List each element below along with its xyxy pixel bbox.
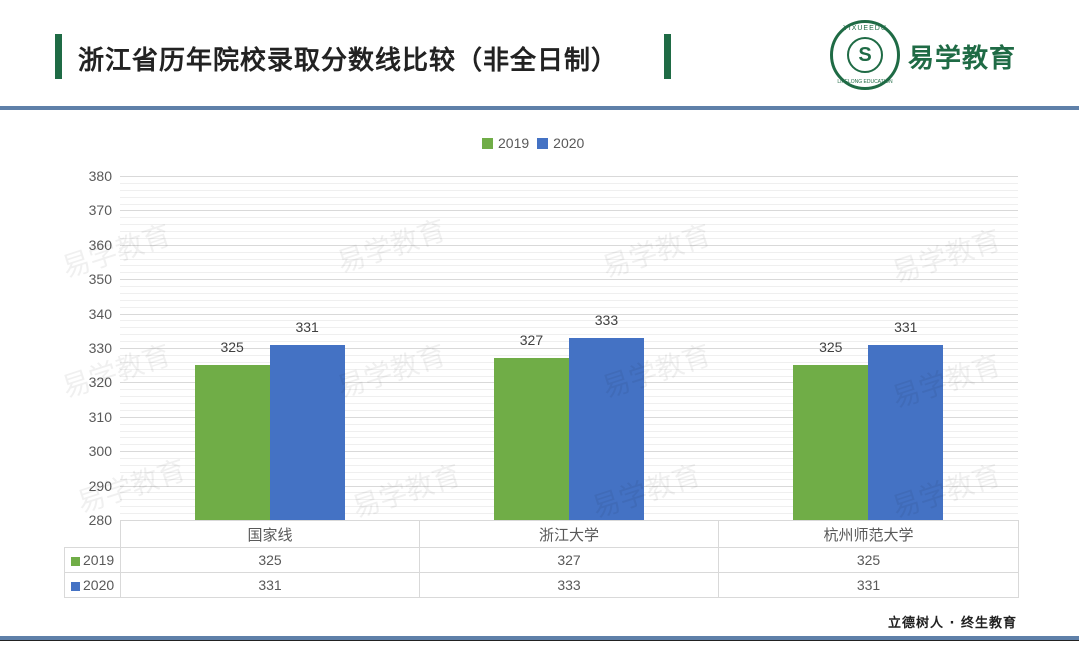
row-label-text: 2020 [83, 577, 115, 593]
y-axis-tick-label: 310 [88, 408, 112, 425]
minor-gridline [120, 231, 1018, 232]
footer-divider [0, 636, 1079, 640]
legend-key-green [71, 556, 80, 566]
major-gridline [120, 245, 1018, 246]
table-header-cell: 浙江大学 [419, 520, 719, 548]
bar-data-label: 333 [594, 311, 619, 328]
legend-key-blue [71, 581, 80, 591]
watermark-text: 易学教育 [888, 223, 1005, 290]
bar-2019 [194, 365, 270, 520]
data-table: 国家线 浙江大学 杭州师范大学 2019 325 327 325 2020 33… [64, 520, 1019, 598]
legend-label: 2019 [498, 135, 530, 151]
y-axis-tick-label: 350 [88, 271, 112, 288]
y-axis-tick-label: 380 [88, 168, 112, 184]
slide-header: 浙江省历年院校录取分数线比较（非全日制） YIXUEEDU S LIFELONG… [0, 0, 1079, 106]
major-gridline [120, 279, 1018, 280]
y-axis-tick-label: 340 [88, 305, 112, 322]
logo-bottom-text: LIFELONG EDUCATION [837, 79, 893, 85]
table-header-cell: 国家线 [120, 520, 420, 548]
table-cell: 331 [120, 572, 420, 598]
bar-2019 [493, 358, 569, 520]
bar-data-label: 331 [295, 318, 319, 335]
bar-2020 [568, 337, 644, 520]
minor-gridline [120, 327, 1018, 328]
legend-swatch-blue [537, 137, 549, 149]
y-axis-tick-label: 330 [88, 340, 112, 356]
major-gridline [120, 314, 1018, 315]
logo-icon: YIXUEEDU S LIFELONG EDUCATION [830, 20, 900, 90]
major-gridline [120, 210, 1018, 211]
header-divider [0, 106, 1079, 110]
minor-gridline [120, 307, 1018, 308]
bar-2019 [793, 365, 869, 520]
minor-gridline [120, 286, 1018, 287]
chart-legend: 2019 2020 [482, 135, 592, 151]
minor-gridline [120, 183, 1018, 184]
legend-item-2020: 2020 [537, 135, 584, 151]
y-axis-tick-label: 320 [88, 374, 112, 391]
bar-data-label: 325 [220, 339, 244, 356]
title-accent-bar-right [664, 34, 671, 79]
footer-slogan: 立德树人 · 终生教育 [888, 616, 1017, 631]
footer-edge [0, 640, 1079, 647]
table-corner [64, 520, 121, 548]
legend-swatch-green [482, 137, 493, 149]
minor-gridline [120, 252, 1018, 253]
bar-data-label: 327 [519, 332, 544, 349]
major-gridline [120, 176, 1018, 177]
minor-gridline [120, 272, 1018, 273]
minor-gridline [120, 190, 1018, 191]
minor-gridline [120, 238, 1018, 239]
row-label-text: 2019 [83, 552, 115, 568]
book-icon: S [847, 37, 883, 73]
table-header-cell: 杭州师范大学 [718, 520, 1019, 548]
minor-gridline [120, 217, 1018, 218]
legend-item-2019: 2019 [482, 135, 529, 151]
brand-name: 易学教育 [908, 44, 1017, 74]
minor-gridline [120, 320, 1018, 321]
y-axis-tick-label: 370 [88, 202, 112, 219]
bar-2020 [269, 344, 345, 520]
page-title: 浙江省历年院校录取分数线比较（非全日制） [78, 46, 619, 76]
logo-ring-text: YIXUEEDU [843, 25, 887, 32]
minor-gridline [120, 334, 1018, 335]
minor-gridline [120, 204, 1018, 205]
y-axis-tick-label: 300 [88, 443, 112, 460]
table-row: 2019 325 327 325 [64, 547, 1019, 573]
minor-gridline [120, 300, 1018, 301]
legend-label: 2020 [553, 135, 585, 151]
minor-gridline [120, 224, 1018, 225]
bar-2020 [868, 344, 944, 520]
y-axis-tick-label: 360 [88, 236, 112, 253]
table-cell: 333 [419, 572, 719, 598]
title-accent-bar-left [55, 34, 62, 79]
minor-gridline [120, 293, 1018, 294]
minor-gridline [120, 197, 1018, 198]
table-row: 2020 331 333 331 [64, 572, 1019, 598]
bar-data-label: 331 [894, 318, 918, 335]
table-cell: 327 [419, 547, 719, 573]
y-axis-tick-label: 290 [88, 477, 112, 494]
table-row-label: 2020 [64, 572, 121, 598]
minor-gridline [120, 259, 1018, 260]
table-cell: 325 [718, 547, 1019, 573]
table-cell: 331 [718, 572, 1019, 598]
bar-data-label: 325 [819, 339, 843, 356]
table-cell: 325 [120, 547, 420, 573]
table-row-label: 2019 [64, 547, 121, 573]
minor-gridline [120, 265, 1018, 266]
